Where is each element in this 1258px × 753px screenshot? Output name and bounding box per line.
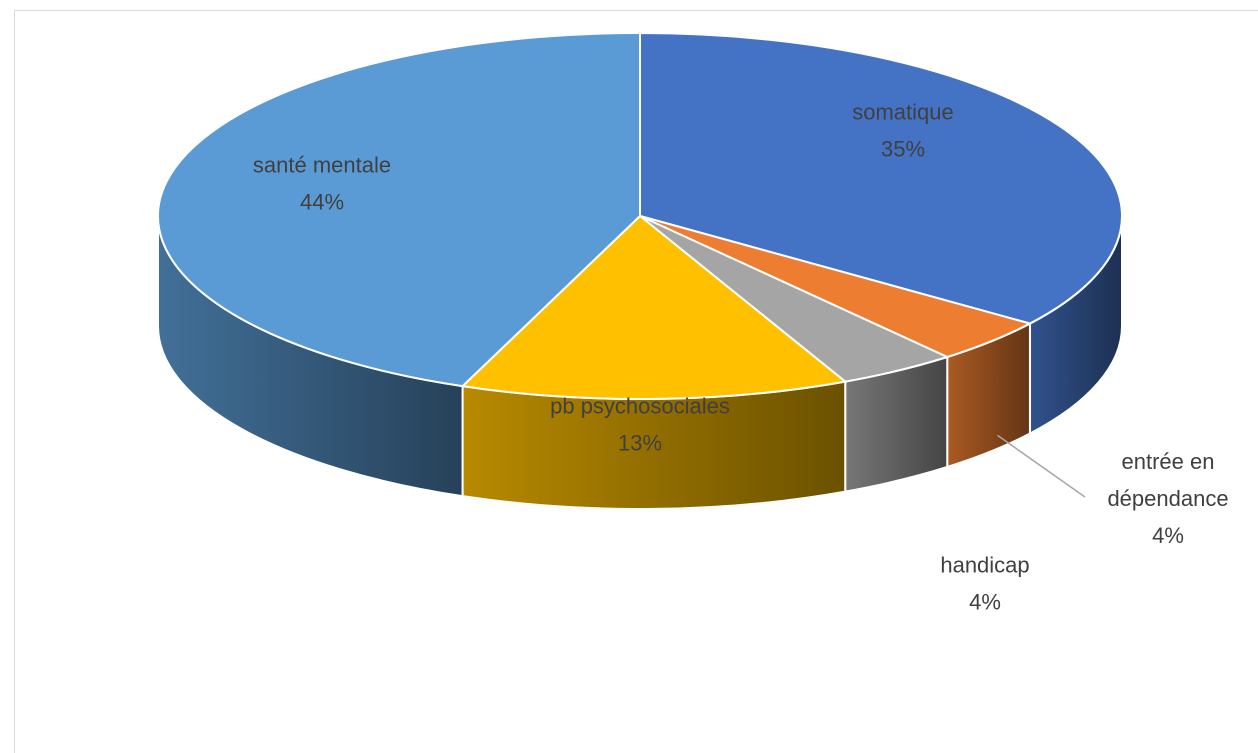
leader-line-1 — [996, 434, 1086, 498]
leader-lines — [996, 434, 1086, 498]
slice-labels: somatique 35% entrée en dépendance 4% handica… — [253, 99, 1229, 614]
pie-slice-3 — [460, 214, 848, 400]
pie-tops — [157, 31, 1123, 400]
pie-slice-0 — [639, 31, 1123, 325]
pie-sides — [157, 215, 1123, 510]
slice-label-4-1: 44% — [300, 189, 344, 214]
slice-label-1-0: entrée en — [1122, 449, 1215, 474]
pie-slice-4 — [157, 31, 641, 388]
slice-label-0-0: somatique — [852, 99, 954, 124]
slice-label-1-1: dépendance — [1107, 486, 1228, 511]
slice-label-0-1: 35% — [881, 136, 925, 161]
chart-frame — [14, 10, 1258, 753]
slice-label-2-0: handicap — [940, 552, 1029, 577]
slice-label-3-1: 13% — [618, 430, 662, 455]
slice-label-4-0: santé mentale — [253, 152, 391, 177]
slice-label-3-0: pb psychosociales — [550, 393, 730, 418]
slice-label-1-2: 4% — [1152, 523, 1184, 548]
slice-label-2-1: 4% — [969, 589, 1001, 614]
